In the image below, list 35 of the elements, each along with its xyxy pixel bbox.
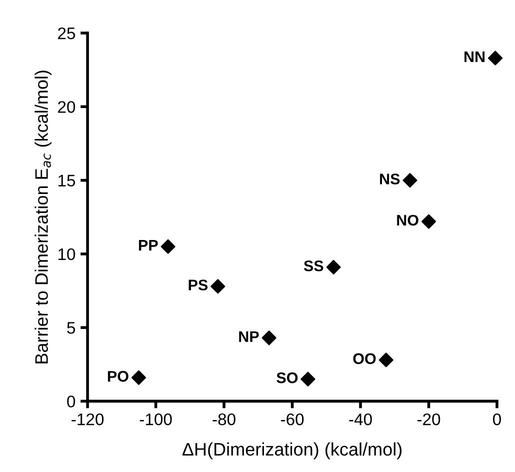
annotation: PO: [108, 370, 128, 382]
y-tick-label: 20: [58, 101, 76, 113]
annotation: SO: [276, 372, 298, 384]
annotation: SS: [304, 260, 324, 272]
x-tick-label: 0: [492, 413, 501, 426]
annotation: NS: [380, 174, 400, 184]
y-tick-label: 25: [58, 27, 76, 40]
y-tick-label: 0: [67, 396, 76, 408]
x-tick-label: -40: [349, 413, 372, 426]
point: [160, 239, 176, 254]
x-tick-label: -100: [140, 413, 172, 426]
point: [378, 352, 394, 368]
point: [326, 260, 341, 274]
point: [210, 279, 226, 294]
annotation: NP: [239, 331, 259, 342]
point: [131, 370, 146, 385]
point: [421, 214, 436, 229]
x-axis-title: ΔH(Dimerization) (kcal/mol): [182, 442, 402, 460]
y-axis-title: Barrier to Dimerization E$_{ac}$ (kcal/mol): [34, 70, 52, 364]
point: [262, 330, 276, 346]
x-tick-label: -80: [212, 413, 236, 426]
x-tick-label: -60: [280, 413, 304, 426]
point: [488, 50, 503, 66]
annotation: PS: [188, 280, 208, 290]
point: [300, 372, 316, 386]
annotation: NO: [397, 214, 418, 226]
annotation: PP: [138, 240, 158, 251]
y-tick-label: 5: [67, 322, 76, 334]
y-tick-label: 10: [58, 248, 76, 260]
annotation: OO: [353, 353, 376, 364]
annotation: NN: [464, 52, 485, 62]
x-tick-label: -120: [72, 413, 104, 426]
y-tick-label: 15: [58, 174, 76, 187]
point: [402, 173, 418, 188]
x-tick-label: -20: [417, 413, 440, 426]
